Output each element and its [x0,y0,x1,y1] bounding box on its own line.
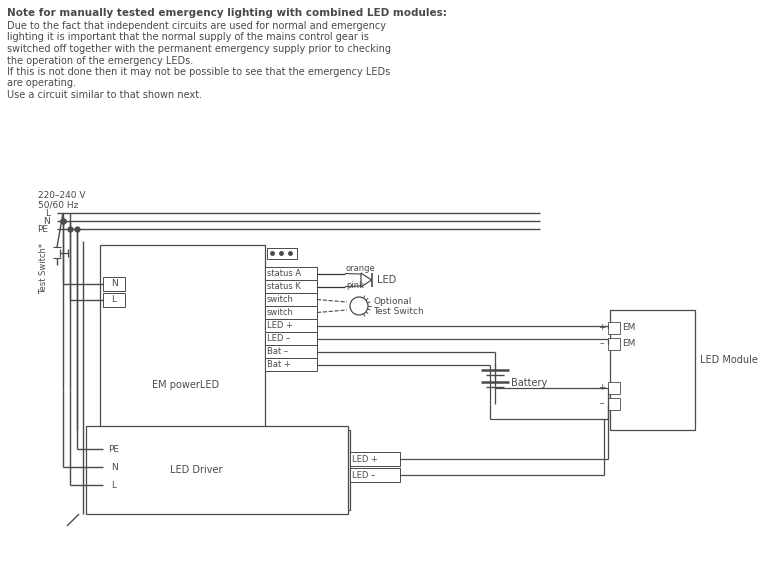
Text: LED –: LED – [267,334,290,343]
Text: switch: switch [267,308,294,317]
Text: Test Switch*: Test Switch* [39,242,49,294]
Bar [100,430,350,510]
Bar [265,345,317,358]
Text: 50/60 Hz: 50/60 Hz [38,200,78,210]
Text: LED +: LED + [352,454,378,464]
Text: 220–240 V: 220–240 V [38,191,85,200]
Text: Optional: Optional [373,297,411,305]
Bar [350,468,400,482]
Text: PE: PE [109,445,120,453]
Text: PE: PE [37,225,48,233]
Text: Battery: Battery [511,378,547,388]
Bar [265,293,317,306]
Text: –: – [600,400,604,408]
Text: LED +: LED + [267,321,293,330]
Text: orange: orange [346,264,376,273]
Text: lighting it is important that the normal supply of the mains control gear is: lighting it is important that the normal… [7,32,369,43]
Text: Due to the fact that independent circuits are used for normal and emergency: Due to the fact that independent circuit… [7,21,386,31]
Text: pink: pink [346,281,364,290]
Text: Bat –: Bat – [267,347,288,356]
Bar [610,310,695,430]
Bar [265,280,317,293]
Text: status A: status A [267,269,301,278]
Bar [267,248,297,259]
Text: N: N [110,463,117,472]
Bar [100,245,265,430]
Bar [265,332,317,345]
Text: +: + [598,384,606,392]
Text: EM: EM [622,324,635,332]
Text: L: L [111,295,117,305]
Text: –: – [600,339,604,348]
Text: switched off together with the permanent emergency supply prior to checking: switched off together with the permanent… [7,44,391,54]
Text: If this is not done then it may not be possible to see that the emergency LEDs: If this is not done then it may not be p… [7,67,390,77]
Polygon shape [361,273,371,287]
Text: N: N [110,279,117,289]
Text: EM: EM [622,339,635,348]
Bar [103,277,125,291]
Bar [265,306,317,319]
Bar [103,293,125,307]
Bar [608,338,620,350]
Text: LED –: LED – [352,471,375,479]
Text: status K: status K [267,282,301,291]
Bar [103,442,125,456]
Bar [608,382,620,394]
Bar [350,452,400,466]
Text: are operating.: are operating. [7,78,76,89]
Text: Bat +: Bat + [267,360,290,369]
Bar [265,358,317,371]
Bar [608,398,620,410]
Bar [608,322,620,334]
Text: N: N [43,217,50,225]
Bar [103,478,125,492]
Bar [103,460,125,474]
Text: +: + [598,324,606,332]
Text: L: L [111,480,117,490]
Text: switch: switch [267,295,294,304]
Text: LED: LED [377,275,395,285]
Text: LED Module: LED Module [700,355,758,365]
Text: Use a circuit similar to that shown next.: Use a circuit similar to that shown next… [7,90,202,100]
Text: Note for manually tested emergency lighting with combined LED modules:: Note for manually tested emergency light… [7,8,447,18]
Bar [265,267,317,280]
Text: the operation of the emergency LEDs.: the operation of the emergency LEDs. [7,55,193,66]
Text: LED Driver: LED Driver [170,465,222,475]
Text: Test Switch: Test Switch [373,306,424,316]
Text: L: L [45,209,50,218]
Bar [86,426,348,514]
Text: EM powerLED: EM powerLED [153,380,219,390]
Bar [265,319,317,332]
